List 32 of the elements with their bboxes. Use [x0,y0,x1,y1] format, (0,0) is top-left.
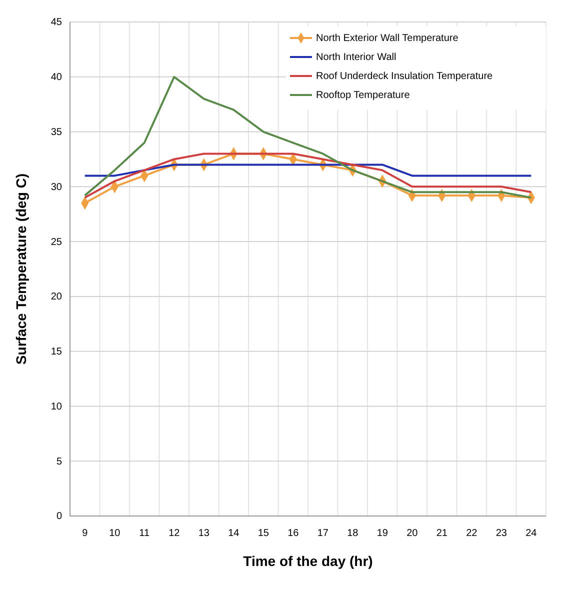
x-tick-label: 9 [82,528,88,539]
y-tick-label: 45 [50,17,62,28]
x-tick-label: 21 [436,528,448,539]
x-axis-title: Time of the day (hr) [243,553,373,569]
x-tick-label: 16 [288,528,300,539]
legend-label: North Exterior Wall Temperature [316,33,459,44]
x-tick-label: 23 [496,528,508,539]
y-axis-title: Surface Temperature (deg C) [13,173,29,365]
y-tick-label: 15 [50,346,62,358]
x-tick-label: 11 [139,528,150,539]
x-tick-label: 13 [198,528,210,539]
x-tick-label: 10 [109,528,121,539]
y-tick-label: 5 [56,456,62,468]
y-tick-label: 40 [50,72,62,84]
y-tick-label: 30 [50,182,62,193]
x-tick-label: 20 [406,528,418,539]
x-tick-label: 12 [168,528,180,539]
x-tick-label: 18 [347,528,359,539]
y-tick-label: 35 [50,126,62,138]
x-tick-label: 19 [376,528,388,539]
x-tick-label: 17 [317,528,329,539]
legend-label: Roof Underdeck Insulation Temperature [316,71,494,82]
y-tick-label: 20 [50,292,62,303]
x-tick-label: 22 [466,528,478,539]
y-tick-label: 10 [50,401,62,412]
x-tick-label: 15 [258,528,270,539]
y-tick-label: 0 [56,511,62,522]
y-tick-label: 25 [50,236,62,248]
x-tick-label: 24 [526,528,538,539]
x-tick-label: 14 [228,528,240,539]
legend-label: Rooftop Temperature [316,90,410,102]
legend-label: North Interior Wall [316,52,396,64]
